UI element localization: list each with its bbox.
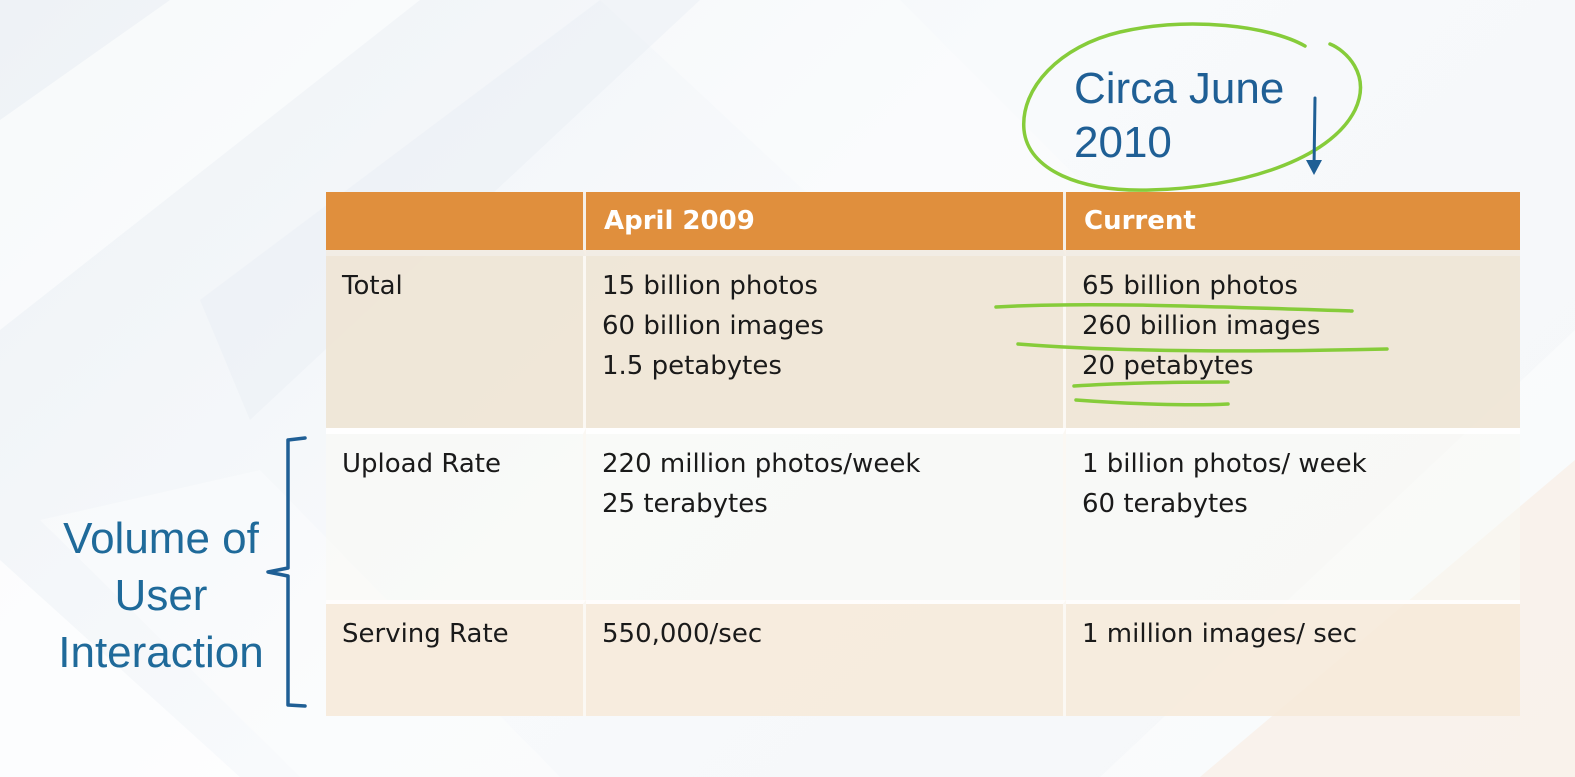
circa-annotation: Circa June 2010 <box>1074 62 1284 170</box>
cell-line: 220 million photos/week <box>602 449 921 479</box>
circa-line-1: Circa June <box>1074 64 1285 113</box>
cell-line: 15 billion photos <box>602 271 818 301</box>
header-april-2009: April 2009 <box>586 192 1066 256</box>
cell-line: 1 million images/ sec <box>1082 619 1358 649</box>
cell-line: 260 billion images <box>1082 311 1321 341</box>
cell-line: 20 petabytes <box>1082 351 1254 381</box>
table-row-serving-rate: Serving Rate 550,000/sec 1 million image… <box>326 600 1520 716</box>
volume-annotation: Volume of User Interaction <box>36 510 286 681</box>
cell-line: 550,000/sec <box>602 619 763 649</box>
circa-line-2: 2010 <box>1074 118 1172 167</box>
cell-april-2009: 220 million photos/week 25 terabytes <box>586 428 1066 600</box>
volume-line-3: Interaction <box>58 628 264 677</box>
row-label: Total <box>326 256 586 428</box>
row-label: Serving Rate <box>326 600 586 716</box>
header-empty <box>326 192 586 256</box>
volume-line-1: Volume of <box>63 514 259 563</box>
cell-line: 1.5 petabytes <box>602 351 782 381</box>
header-current: Current <box>1066 192 1520 256</box>
cell-april-2009: 15 billion photos 60 billion images 1.5 … <box>586 256 1066 428</box>
cell-line: 60 terabytes <box>1082 489 1248 519</box>
cell-line: 1 billion photos/ week <box>1082 449 1367 479</box>
cell-line: 65 billion photos <box>1082 271 1298 301</box>
row-label: Upload Rate <box>326 428 586 600</box>
cell-line: 25 terabytes <box>602 489 768 519</box>
cell-current: 1 million images/ sec <box>1066 600 1520 716</box>
table-header-row: April 2009 Current <box>326 192 1520 256</box>
cell-current: 65 billion photos 260 billion images 20 … <box>1066 256 1520 428</box>
table-row-upload-rate: Upload Rate 220 million photos/week 25 t… <box>326 428 1520 600</box>
stats-table: April 2009 Current Total 15 billion phot… <box>326 192 1520 716</box>
volume-line-2: User <box>114 571 208 620</box>
cell-current: 1 billion photos/ week 60 terabytes <box>1066 428 1520 600</box>
cell-april-2009: 550,000/sec <box>586 600 1066 716</box>
table-row-total: Total 15 billion photos 60 billion image… <box>326 256 1520 428</box>
cell-line: 60 billion images <box>602 311 824 341</box>
